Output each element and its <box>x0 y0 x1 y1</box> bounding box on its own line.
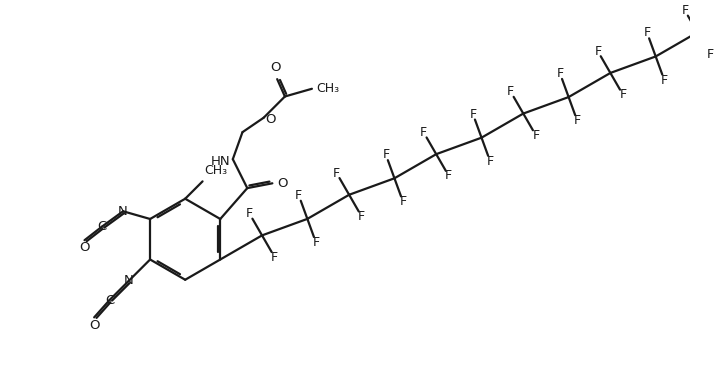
Text: F: F <box>594 45 601 58</box>
Text: O: O <box>79 242 90 255</box>
Text: F: F <box>681 4 689 17</box>
Text: O: O <box>265 113 276 126</box>
Text: CH₃: CH₃ <box>317 82 340 95</box>
Text: F: F <box>271 251 278 263</box>
Text: F: F <box>573 114 581 127</box>
Text: CH₃: CH₃ <box>204 164 227 177</box>
Text: F: F <box>556 67 563 80</box>
Text: F: F <box>661 73 668 86</box>
Text: F: F <box>383 148 390 161</box>
Text: F: F <box>532 129 539 142</box>
Text: HN: HN <box>210 155 230 167</box>
Text: F: F <box>420 126 428 139</box>
Text: F: F <box>619 88 626 101</box>
Text: N: N <box>124 274 134 287</box>
Text: F: F <box>445 169 453 182</box>
Text: F: F <box>295 189 302 202</box>
Text: F: F <box>246 207 253 220</box>
Text: F: F <box>469 108 476 121</box>
Text: N: N <box>118 205 128 218</box>
Text: C: C <box>105 293 114 306</box>
Text: F: F <box>644 26 651 40</box>
Text: O: O <box>89 319 99 332</box>
Text: F: F <box>312 236 320 249</box>
Text: F: F <box>400 195 407 209</box>
Text: O: O <box>270 61 280 74</box>
Text: O: O <box>277 177 287 190</box>
Text: F: F <box>333 167 340 180</box>
Text: F: F <box>706 48 714 61</box>
Text: F: F <box>486 155 493 168</box>
Text: F: F <box>507 85 514 98</box>
Text: C: C <box>97 220 107 233</box>
Text: F: F <box>358 210 365 223</box>
